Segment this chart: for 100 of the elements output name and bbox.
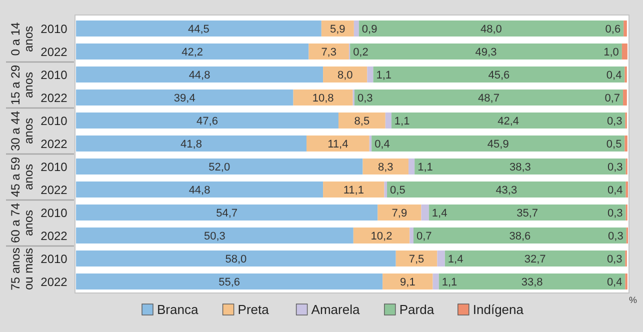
data-label: 8,0	[337, 70, 353, 82]
bar	[432, 274, 439, 290]
data-label: 44,8	[188, 184, 210, 196]
data-label: 8,5	[354, 116, 370, 128]
bar	[76, 250, 396, 266]
bar	[387, 182, 626, 198]
bar	[76, 136, 307, 152]
data-label: 0,4	[607, 184, 623, 196]
data-label: 1,4	[432, 208, 448, 220]
bar	[421, 204, 429, 220]
data-label: 1,1	[418, 162, 433, 174]
data-label: 1,1	[394, 116, 410, 128]
data-label: 44,8	[188, 70, 210, 82]
bar	[624, 20, 627, 36]
y-tick-label: 2022	[40, 229, 68, 243]
bar	[354, 20, 359, 36]
data-label: 11,4	[328, 138, 348, 150]
bar	[367, 66, 374, 82]
y-tick-label: 2022	[40, 183, 68, 197]
legend-label: Amarela	[311, 302, 360, 317]
data-label: 48,7	[478, 92, 500, 104]
data-label: 0,5	[606, 138, 622, 150]
bar	[306, 136, 370, 152]
y-tick-label: 2010	[40, 22, 68, 36]
bar	[408, 158, 415, 174]
text: 0 a 14 anos	[8, 22, 36, 56]
data-label: 0,4	[606, 276, 622, 288]
bar	[413, 228, 626, 244]
data-label: 0,2	[353, 46, 368, 58]
bar	[76, 112, 338, 128]
bar	[76, 204, 378, 220]
y-tick-label: 2010	[40, 206, 68, 220]
bar	[382, 274, 433, 290]
bar	[378, 204, 422, 220]
data-label: 11,1	[343, 184, 364, 196]
y-tick-label: 2010	[40, 160, 68, 174]
y-tick-label: 2010	[40, 114, 68, 128]
data-label: 49,3	[475, 46, 497, 58]
y-tick-label: 2022	[40, 45, 68, 59]
data-label: 0,3	[607, 162, 623, 174]
data-label: 0,3	[606, 254, 622, 266]
data-label: 9,1	[400, 276, 416, 288]
data-label: 52,0	[208, 162, 230, 174]
data-label: 38,3	[509, 162, 531, 174]
bar	[76, 44, 309, 60]
data-label: 50,3	[204, 230, 226, 242]
bar	[623, 90, 627, 106]
data-label: 8,3	[378, 162, 394, 174]
bar	[76, 228, 354, 244]
data-label: 39,4	[174, 92, 196, 104]
bar	[76, 182, 324, 198]
data-label: 38,6	[509, 230, 531, 242]
data-label: 58,0	[225, 254, 247, 266]
data-label: 0,3	[606, 116, 622, 128]
data-label: 0,6	[605, 24, 621, 36]
legend-label: Indígena	[472, 302, 524, 317]
legend-label: Preta	[238, 302, 270, 317]
data-label: 7,5	[408, 254, 424, 266]
bar	[414, 158, 626, 174]
y-tick-label: 2010	[40, 68, 68, 82]
data-label: 55,6	[218, 276, 240, 288]
bar	[369, 136, 372, 152]
bar	[293, 90, 353, 106]
text: 30 a 44 anos	[8, 110, 36, 152]
bar	[391, 112, 626, 128]
text: 60 a 74 anos	[8, 202, 36, 244]
data-label: 33,8	[521, 276, 543, 288]
bar	[437, 250, 445, 266]
bar	[354, 90, 624, 106]
bar	[338, 112, 386, 128]
bar	[323, 66, 368, 82]
bar	[384, 182, 388, 198]
data-label: 0,4	[606, 70, 622, 82]
bar	[624, 136, 628, 152]
y-tick-label: 2022	[40, 275, 68, 289]
data-label: 0,7	[416, 230, 432, 242]
bar	[358, 20, 624, 36]
data-label: 10,2	[370, 230, 392, 242]
bar	[444, 250, 626, 266]
data-label: 7,9	[392, 208, 408, 220]
data-label: 35,7	[516, 208, 538, 220]
data-label: 0,3	[357, 92, 373, 104]
data-label: 1,1	[442, 276, 458, 288]
data-label: 0,3	[608, 230, 624, 242]
bar	[622, 44, 628, 60]
bar	[76, 66, 324, 82]
bar	[353, 228, 410, 244]
data-label: 5,9	[330, 24, 346, 36]
data-label: 41,8	[180, 138, 202, 150]
y-tick-label: 2010	[40, 252, 68, 266]
bar	[308, 44, 349, 60]
bar	[76, 274, 383, 290]
data-label: 10,8	[312, 92, 334, 104]
bar	[396, 250, 438, 266]
data-label: 42,4	[498, 116, 520, 128]
bar	[323, 182, 384, 198]
bar	[362, 158, 409, 174]
data-label: 42,2	[182, 46, 204, 58]
data-label: 45,9	[487, 138, 509, 150]
series-label: Branca	[157, 302, 199, 317]
